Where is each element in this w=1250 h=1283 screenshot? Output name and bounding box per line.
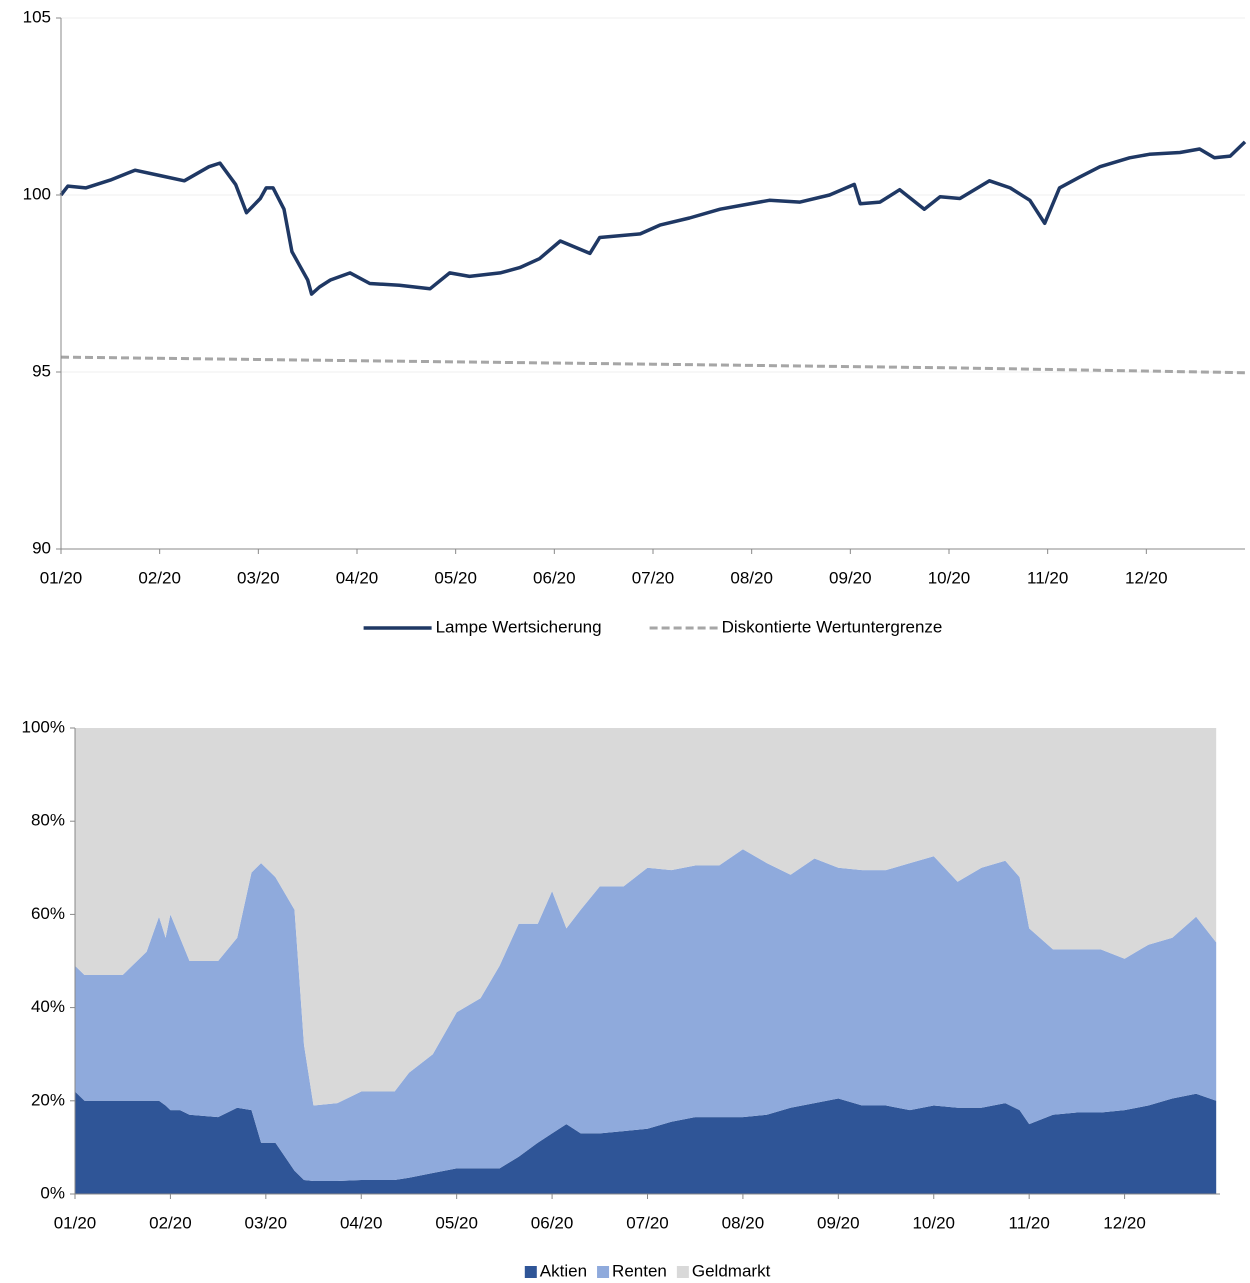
x-tick-label: 11/20 <box>1009 1213 1050 1232</box>
y-tick-label: 20% <box>31 1090 65 1109</box>
x-tick-label: 02/20 <box>138 568 181 587</box>
area-series <box>75 849 1217 1181</box>
y-tick-label: 80% <box>31 811 65 830</box>
x-tick-label: 10/20 <box>928 568 971 587</box>
legend-label: Geldmarkt <box>692 1261 771 1280</box>
x-tick-label: 06/20 <box>531 1213 574 1232</box>
y-tick-label: 40% <box>31 997 65 1016</box>
x-tick-label: 07/20 <box>626 1213 669 1232</box>
legend-swatch <box>676 1266 689 1278</box>
area-series <box>75 728 1217 1106</box>
y-tick-label: 105 <box>23 7 51 26</box>
x-tick-label: 05/20 <box>435 1213 478 1232</box>
legend: Lampe Wertsicherung Diskontierte Wertunte… <box>363 617 943 636</box>
legend-label: Diskontierte Wertuntergrenze <box>722 617 943 636</box>
x-tick-label: 04/20 <box>340 1213 383 1232</box>
x-tick-label: 02/20 <box>149 1213 192 1232</box>
line-series <box>59 140 1247 296</box>
x-tick-label: 03/20 <box>245 1213 288 1232</box>
x-tick-label: 09/20 <box>829 568 872 587</box>
legend-swatch <box>597 1266 610 1278</box>
legend: Aktien Renten Geldmarkt <box>524 1261 771 1280</box>
x-tick-label: 12/20 <box>1103 1213 1146 1232</box>
x-tick-label: 11/20 <box>1027 568 1068 587</box>
x-tick-label: 09/20 <box>817 1213 860 1232</box>
y-tick-label: 100% <box>22 717 65 736</box>
x-tick-label: 08/20 <box>722 1213 765 1232</box>
y-tick-label: 100 <box>23 184 51 203</box>
chart: 0% 20% 40% 60% 80% 100% 01/20 02/20 03/20 04/20 05… <box>22 717 1220 1280</box>
legend-swatch <box>524 1266 537 1278</box>
chart: 90 95 100 105 01/20 02/20 03/20 04/20 05/20 06/20… <box>23 7 1247 636</box>
x-tick-label: 01/20 <box>40 568 83 587</box>
legend-label: Lampe Wertsicherung <box>436 617 602 636</box>
y-tick-label: 90 <box>32 538 51 557</box>
y-tick-label: 95 <box>32 361 51 380</box>
x-tick-label: 12/20 <box>1125 568 1168 587</box>
area-series <box>75 1091 1217 1194</box>
x-tick-label: 07/20 <box>632 568 675 587</box>
legend-label: Renten <box>612 1261 667 1280</box>
x-tick-label: 01/20 <box>54 1213 97 1232</box>
y-tick-label: 0% <box>40 1183 65 1202</box>
x-tick-label: 10/20 <box>912 1213 955 1232</box>
y-tick-label: 60% <box>31 904 65 923</box>
legend-label: Aktien <box>540 1261 587 1280</box>
x-tick-label: 03/20 <box>237 568 280 587</box>
x-tick-label: 05/20 <box>434 568 477 587</box>
x-tick-label: 08/20 <box>730 568 773 587</box>
x-tick-label: 06/20 <box>533 568 576 587</box>
x-tick-label: 04/20 <box>336 568 379 587</box>
line-series <box>60 355 1246 375</box>
